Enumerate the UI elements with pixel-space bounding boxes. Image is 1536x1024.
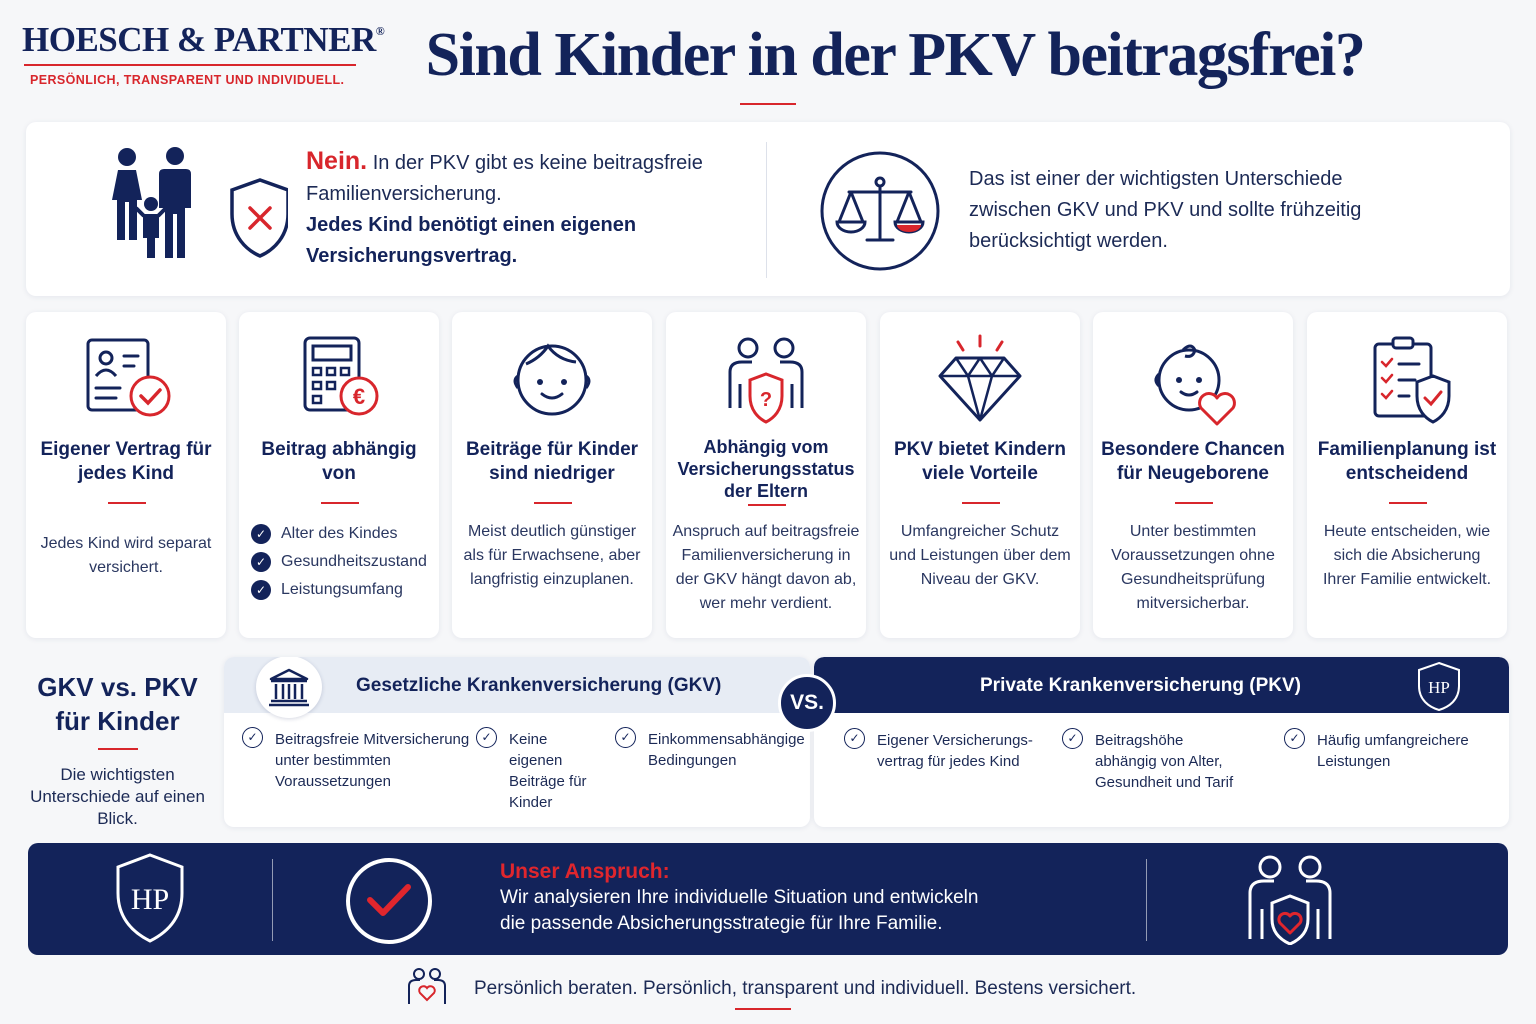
family-heart-icon [405, 966, 449, 1011]
feature-card-parents-status: ? Abhängig vom Versicherungsstatus der E… [666, 312, 866, 638]
gkv-point: ✓ Keine eigenen Beiträge für Kinder [476, 727, 601, 813]
feature-title: Abhängig vom Versicherungsstatus der Elt… [677, 437, 855, 501]
check-circle-icon: ✓ [615, 727, 636, 748]
baby-heart-icon [1143, 334, 1243, 435]
intro-divider [766, 142, 767, 278]
intro-card: Nein. In der PKV gibt es keine beitragsf… [26, 122, 1510, 296]
claim-banner: HP Unser Anspruch: Wir analysieren Ihre … [28, 843, 1508, 955]
svg-text:HP: HP [1428, 678, 1450, 697]
pkv-card: Private Krankenversicherung (PKV) HP ✓ E… [814, 657, 1509, 827]
difference-text: Das ist einer der wichtigsten Unterschie… [969, 168, 1362, 252]
banner-divider [1146, 859, 1147, 941]
svg-text:HP: HP [131, 883, 169, 916]
diamond-icon [930, 334, 1030, 429]
feature-card-advantages: PKV bietet Kindern viele Vorteile Umfang… [880, 312, 1080, 638]
brand-logo: HOESCH & PARTNER® PERSÖNLICH, TRANSPAREN… [22, 20, 385, 87]
list-item: ✓ Alter des Kindes [251, 520, 427, 548]
feature-underline [321, 502, 359, 504]
government-building-icon [256, 657, 322, 718]
pkv-title: Private Krankenversicherung (PKV) [980, 675, 1302, 696]
check-icon: ✓ [251, 580, 271, 600]
feature-underline [1175, 502, 1213, 504]
svg-text:€: € [353, 384, 365, 409]
hp-shield-icon: HP [1416, 661, 1462, 716]
claim-line: Wir analysieren Ihre individuelle Situat… [500, 887, 979, 908]
feature-desc: Meist deutlich günstiger als für Erwachs… [463, 523, 641, 588]
nein-label: Nein. [306, 147, 368, 175]
banner-divider [272, 859, 273, 941]
gkv-point: ✓ Einkommensabhängige Bedingungen [615, 727, 805, 771]
brand-name: HOESCH & PARTNER® [22, 20, 385, 59]
check-circle-icon: ✓ [1062, 728, 1083, 749]
footer-underline [735, 1008, 791, 1010]
feature-card-family-planning: Familienplanung ist entscheidend Heute e… [1307, 312, 1507, 638]
feature-title: Familienplanung ist entscheidend [1317, 439, 1497, 484]
feature-card-newborns: Besondere Chancen für Neugeborene Unter … [1093, 312, 1293, 638]
check-circle-icon: ✓ [242, 727, 263, 748]
check-circle-icon: ✓ [1284, 728, 1305, 749]
scale-icon [819, 150, 941, 277]
feature-underline [748, 504, 786, 506]
feature-underline [1389, 502, 1427, 504]
comparison-heading: GKV vs. PKV für Kinder Die wichtigsten U… [30, 670, 205, 830]
clipboard-shield-icon [1357, 334, 1457, 429]
check-circle-icon: ✓ [844, 728, 865, 749]
footer-slogan: Persönlich beraten. Persönlich, transpar… [474, 978, 1137, 999]
intro-statement: In der PKV gibt es keine beitragsfreie F… [306, 152, 703, 205]
page-title: Sind Kinder in der PKV beitragsfrei? [425, 21, 1366, 89]
feature-desc: Heute entscheiden, wie sich die Absicher… [1322, 523, 1492, 588]
check-icon: ✓ [251, 524, 271, 544]
gkv-point: ✓ Beitragsfreie Mitversicherung unter be… [242, 727, 472, 792]
pkv-point: ✓ Eigener Versicherungs-vertrag für jede… [844, 728, 1044, 772]
feature-title: Besondere Chancen für Neugeborene [1101, 439, 1285, 484]
feature-underline [534, 502, 572, 504]
claim-text: Unser Anspruch: Wir analysieren Ihre ind… [500, 859, 978, 937]
comparison-subtitle: Die wichtigsten Unterschiede auf einen B… [30, 765, 205, 828]
pkv-point: ✓ Beitragshöhe abhängig von Alter, Gesun… [1062, 728, 1242, 793]
contract-check-icon [76, 334, 176, 429]
feature-desc: Unter bestimmten Voraussetzungen ohne Ge… [1111, 523, 1275, 612]
parents-shield-question-icon: ? [716, 334, 816, 435]
claim-line: die passende Absicherungsstrategie für I… [500, 913, 943, 934]
pkv-point: ✓ Häufig umfangreichere Leistungen [1284, 728, 1484, 772]
check-circle-icon: ✓ [476, 727, 497, 748]
hp-shield-icon: HP [114, 853, 186, 950]
family-heart-shield-icon [1240, 853, 1340, 950]
list-item: ✓ Leistungsumfang [251, 576, 427, 604]
feature-desc: Jedes Kind wird separat versichert. [40, 535, 212, 576]
feature-title: Eigener Vertrag für jedes Kind [40, 439, 212, 484]
feature-underline [962, 502, 1000, 504]
check-circle-icon [344, 856, 434, 951]
comparison-title: GKV vs. PKV für Kinder [37, 672, 198, 736]
comparison-underline [97, 748, 138, 750]
gkv-title: Gesetzliche Krankenversicherung (GKV) [356, 675, 722, 696]
list-item: ✓ Gesundheitszustand [251, 548, 427, 576]
feature-desc: Umfangreicher Schutz und Leistungen über… [889, 523, 1071, 588]
claim-title: Unser Anspruch: [500, 860, 670, 883]
logo-divider [24, 64, 356, 66]
gkv-card: Gesetzliche Krankenversicherung (GKV) ✓ … [224, 657, 810, 827]
feature-title: PKV bietet Kindern viele Vorteile [893, 439, 1067, 484]
feature-card-own-contract: Eigener Vertrag für jedes Kind Jedes Kin… [26, 312, 226, 638]
title-underline [740, 103, 796, 105]
feature-card-contribution: € Beitrag abhängig von ✓ Alter des Kindes… [239, 312, 439, 638]
feature-list: ✓ Alter des Kindes ✓ Gesundheitszustand ✓ L… [251, 520, 427, 604]
feature-desc: Anspruch auf beitragsfreie Familienversi… [672, 523, 860, 612]
intro-text: Nein. In der PKV gibt es keine beitragsf… [306, 146, 766, 272]
check-icon: ✓ [251, 552, 271, 572]
svg-text:?: ? [760, 389, 772, 411]
feature-underline [108, 502, 146, 504]
feature-title: Beitrag abhängig von [261, 439, 417, 484]
vs-badge: VS. [778, 674, 836, 732]
calculator-euro-icon: € [289, 334, 389, 429]
pkv-header [814, 657, 1509, 713]
brand-tagline: PERSÖNLICH, TRANSPARENT UND INDIVIDUELL. [30, 73, 345, 87]
child-face-icon [502, 334, 602, 429]
feature-title: Beiträge für Kinder sind niedriger [465, 439, 639, 484]
intro-bold-statement: Jedes Kind benötigt einen eigenen Versic… [306, 214, 637, 267]
feature-card-lower-contributions: Beiträge für Kinder sind niedriger Meist… [452, 312, 652, 638]
family-shield-icon [106, 146, 290, 269]
